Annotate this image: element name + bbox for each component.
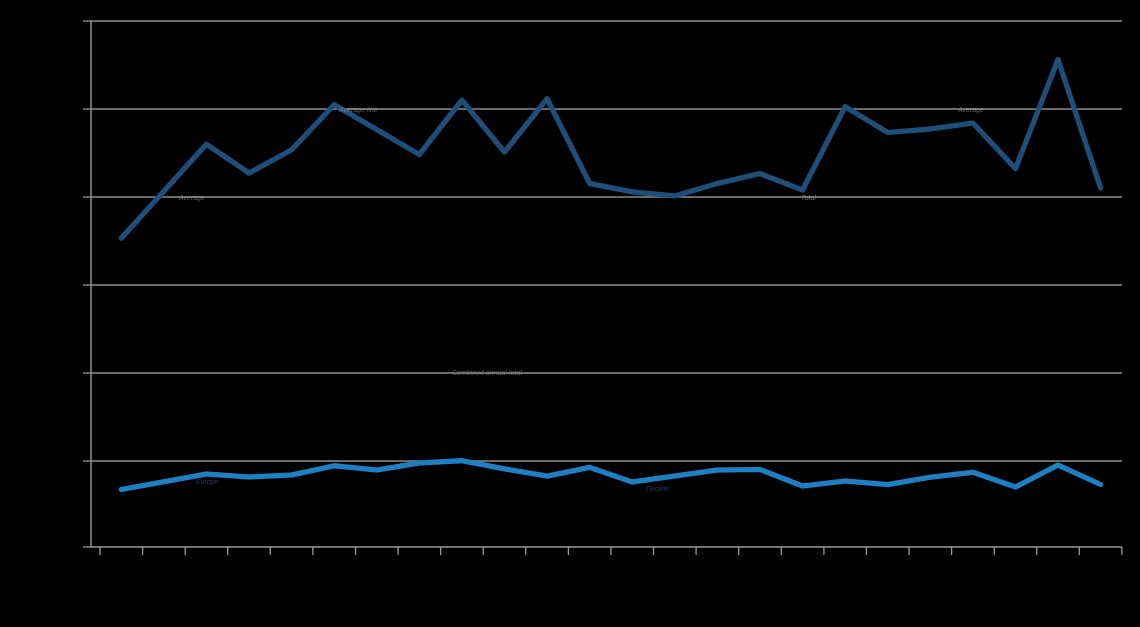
svg-text:Europe: Europe [196, 479, 219, 486]
svg-text:Total: Total [801, 195, 816, 202]
svg-text:Average: Average [957, 107, 984, 114]
svg-text:Forecast: Forecast [406, 460, 434, 467]
svg-text:Average line: Average line [338, 107, 378, 114]
svg-text:Decline: Decline [646, 486, 669, 493]
svg-text:Average: Average [178, 195, 205, 202]
svg-text:Combined annual total: Combined annual total [452, 370, 522, 377]
